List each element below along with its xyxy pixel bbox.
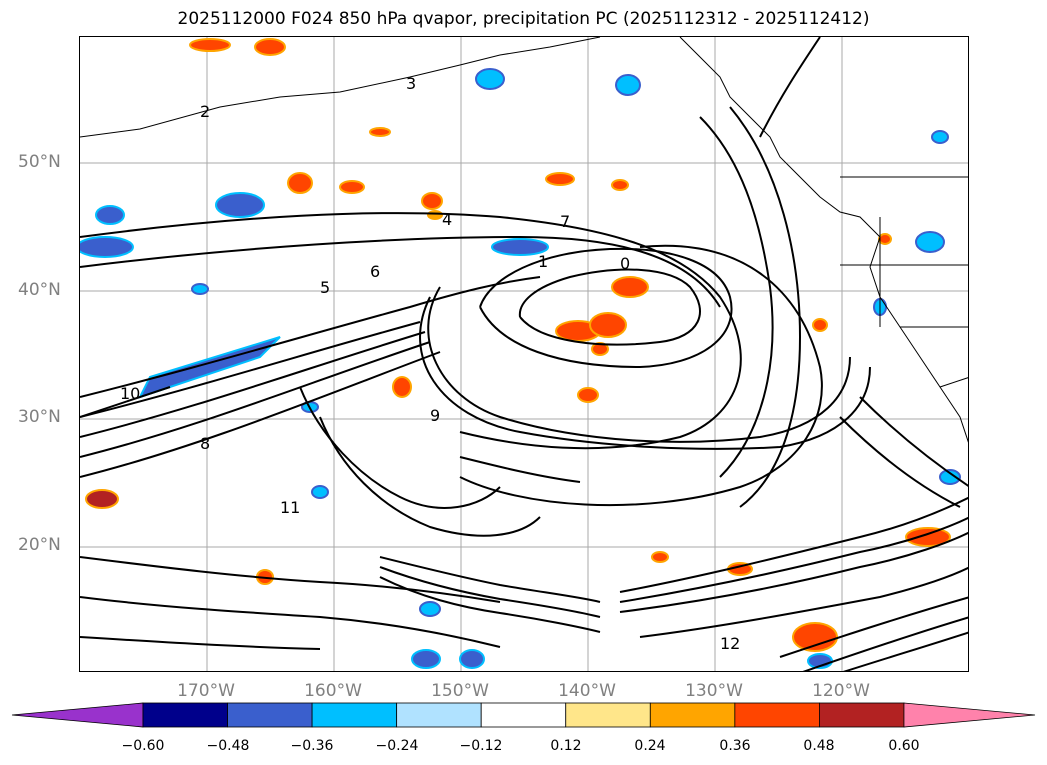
qvapor-contours bbox=[80, 37, 968, 671]
colorbar-segment bbox=[734, 702, 820, 728]
colorbar-segment bbox=[227, 702, 313, 728]
colorbar-segment bbox=[142, 702, 228, 728]
map-title: 2025112000 F024 850 hPa qvapor, precipit… bbox=[177, 9, 870, 29]
colorbar-tick: −0.60 bbox=[121, 738, 165, 754]
contour-label: 12 bbox=[720, 634, 740, 653]
lat-label-40n: 40°N bbox=[18, 280, 61, 300]
colorbar-segment bbox=[819, 702, 905, 728]
contour-label: 8 bbox=[200, 434, 210, 453]
colorbar-tick: −0.48 bbox=[206, 738, 250, 754]
coastline bbox=[80, 37, 968, 443]
map-area: 2 3 4 5 6 7 8 9 10 11 12 0 1 bbox=[79, 36, 969, 672]
contour-label: 1 bbox=[538, 252, 548, 271]
lon-label-160w: 160°W bbox=[304, 681, 362, 701]
colorbar-segments bbox=[11, 702, 1036, 728]
contour-label: 11 bbox=[280, 498, 300, 517]
colorbar-segment bbox=[649, 702, 736, 728]
colorbar-tick: −0.36 bbox=[290, 738, 334, 754]
lon-label-130w: 130°W bbox=[685, 681, 743, 701]
colorbar-segment bbox=[396, 702, 482, 728]
colorbar-tick: −0.24 bbox=[375, 738, 419, 754]
lon-label-170w: 170°W bbox=[177, 681, 235, 701]
colorbar-segment bbox=[565, 702, 651, 728]
contour-label: 0 bbox=[620, 254, 630, 273]
contour-label: 5 bbox=[320, 278, 330, 297]
contour-label: 6 bbox=[370, 262, 380, 281]
contour-label: 9 bbox=[430, 406, 440, 425]
contour-label: 3 bbox=[406, 74, 416, 93]
precip-shading bbox=[80, 38, 961, 669]
lon-label-120w: 120°W bbox=[812, 681, 870, 701]
contour-label: 4 bbox=[442, 210, 452, 229]
lat-label-20n: 20°N bbox=[18, 535, 61, 555]
lat-label-50n: 50°N bbox=[18, 152, 61, 172]
map-svg: 2 3 4 5 6 7 8 9 10 11 12 0 1 bbox=[80, 37, 968, 671]
colorbar-tick: 0.36 bbox=[719, 738, 751, 754]
lon-label-140w: 140°W bbox=[558, 681, 616, 701]
colorbar-tick: 0.60 bbox=[888, 738, 920, 754]
colorbar-tick: 0.12 bbox=[550, 738, 582, 754]
contour-label: 7 bbox=[560, 212, 570, 231]
colorbar-segment bbox=[11, 702, 144, 728]
colorbar-segment bbox=[903, 702, 1036, 728]
contour-label: 10 bbox=[120, 384, 140, 403]
contour-labels: 2 3 4 5 6 7 8 9 10 11 12 0 1 bbox=[120, 74, 740, 653]
colorbar-tick: −0.12 bbox=[459, 738, 503, 754]
colorbar-segment bbox=[480, 702, 567, 728]
colorbar-tick: 0.48 bbox=[803, 738, 835, 754]
colorbar-segment bbox=[311, 702, 398, 728]
graticule bbox=[80, 37, 968, 671]
contour-label: 2 bbox=[200, 102, 210, 121]
lat-label-30n: 30°N bbox=[18, 407, 61, 427]
colorbar bbox=[11, 702, 1036, 728]
lon-label-150w: 150°W bbox=[431, 681, 489, 701]
colorbar-tick: 0.24 bbox=[634, 738, 666, 754]
